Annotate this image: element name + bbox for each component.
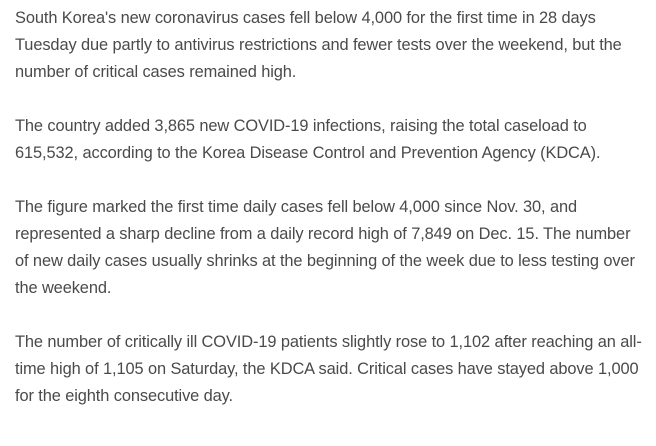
article-paragraph-3: The figure marked the first time daily c… xyxy=(15,198,635,297)
article-paragraph-1: South Korea's new coronavirus cases fell… xyxy=(15,9,622,81)
article-paragraph-4: The number of critically ill COVID-19 pa… xyxy=(15,333,642,405)
article-paragraph-2: The country added 3,865 new COVID-19 inf… xyxy=(15,117,601,162)
